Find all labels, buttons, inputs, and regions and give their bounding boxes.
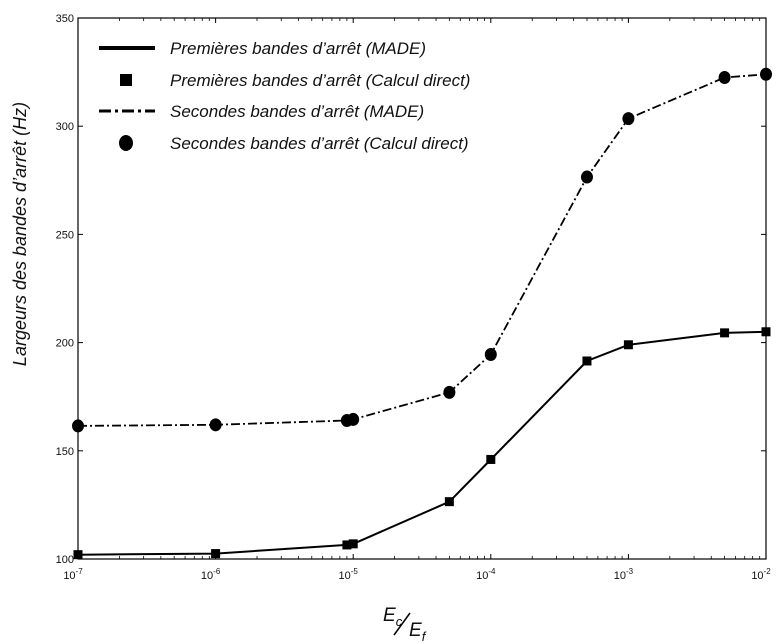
x-tick-label: 10-2 bbox=[751, 567, 771, 582]
legend-swatch-square-marker bbox=[120, 74, 132, 86]
x-axis-title-denominator-main: E bbox=[409, 620, 422, 641]
legend-label-first-direct: Premières bandes d’arrêt (Calcul direct) bbox=[170, 71, 470, 90]
data-point-circle bbox=[443, 385, 456, 399]
series-layer bbox=[77, 73, 767, 556]
data-point-square bbox=[444, 497, 454, 507]
x-tick-label-base: 10 bbox=[476, 570, 488, 582]
y-tick-label: 350 bbox=[56, 13, 74, 25]
series-line-2 bbox=[77, 73, 767, 427]
x-tick-label: 10-7 bbox=[63, 567, 83, 582]
y-tick-label: 300 bbox=[56, 121, 74, 133]
legend-label-second-made: Secondes bandes d’arrêt (MADE) bbox=[170, 102, 424, 121]
x-axis-title-denominator-sub: f bbox=[422, 629, 427, 643]
data-point-square bbox=[720, 328, 730, 338]
x-tick-label-base: 10 bbox=[614, 570, 626, 582]
plot-frame bbox=[77, 17, 767, 560]
x-axis-title-numerator: Ec bbox=[383, 605, 403, 629]
x-tick-label-base: 10 bbox=[339, 570, 351, 582]
x-tick-label-exponent: -6 bbox=[213, 567, 221, 576]
x-tick-label-exponent: -2 bbox=[764, 567, 772, 576]
data-point-circle bbox=[718, 71, 731, 85]
data-point-square bbox=[623, 340, 633, 350]
legend: Premières bandes d’arrêt (MADE) Première… bbox=[99, 39, 470, 153]
y-tick-label: 200 bbox=[56, 338, 74, 350]
data-point-circle bbox=[209, 418, 222, 432]
x-axis-title-numerator-sub: c bbox=[396, 614, 403, 629]
x-tick-label-base: 10 bbox=[63, 570, 75, 582]
data-point-circle bbox=[347, 412, 360, 426]
data-point-circle bbox=[484, 348, 497, 362]
series-line-0 bbox=[77, 330, 767, 556]
x-axis-title-numerator-main: E bbox=[383, 605, 396, 626]
x-tick-label-exponent: -4 bbox=[488, 567, 496, 576]
y-tick-label: 150 bbox=[56, 446, 74, 458]
x-tick-label-exponent: -7 bbox=[76, 567, 84, 576]
data-point-circle bbox=[580, 170, 593, 184]
x-tick-label: 10-6 bbox=[201, 567, 221, 582]
y-tick-label: 250 bbox=[56, 229, 74, 241]
x-axis-title: Ec Ef bbox=[383, 605, 427, 643]
x-axis-title-fraction-slash bbox=[393, 612, 411, 636]
x-tick-label-base: 10 bbox=[751, 570, 763, 582]
legend-swatch-circle-marker bbox=[119, 135, 133, 151]
x-tick-label-exponent: -5 bbox=[351, 567, 359, 576]
y-axis-title: Largeurs des bandes d’arrêt (Hz) bbox=[10, 102, 30, 366]
data-point-square bbox=[582, 356, 592, 366]
legend-label-second-direct: Secondes bandes d’arrêt (Calcul direct) bbox=[170, 134, 469, 153]
x-tick-label: 10-3 bbox=[614, 567, 634, 582]
y-tick-label: 100 bbox=[56, 554, 74, 566]
data-point-square bbox=[486, 454, 496, 464]
x-tick-label-exponent: -3 bbox=[626, 567, 634, 576]
data-point-square bbox=[348, 539, 358, 549]
data-point-square bbox=[342, 540, 352, 550]
data-point-square bbox=[211, 549, 221, 559]
data-point-circle bbox=[622, 112, 635, 126]
x-tick-label: 10-4 bbox=[476, 567, 496, 582]
legend-label-first-made: Premières bandes d’arrêt (MADE) bbox=[170, 39, 426, 58]
x-tick-label-base: 10 bbox=[201, 570, 213, 582]
tick-layer bbox=[77, 17, 767, 560]
x-tick-label: 10-5 bbox=[339, 567, 359, 582]
x-axis-title-denominator: Ef bbox=[409, 620, 427, 643]
